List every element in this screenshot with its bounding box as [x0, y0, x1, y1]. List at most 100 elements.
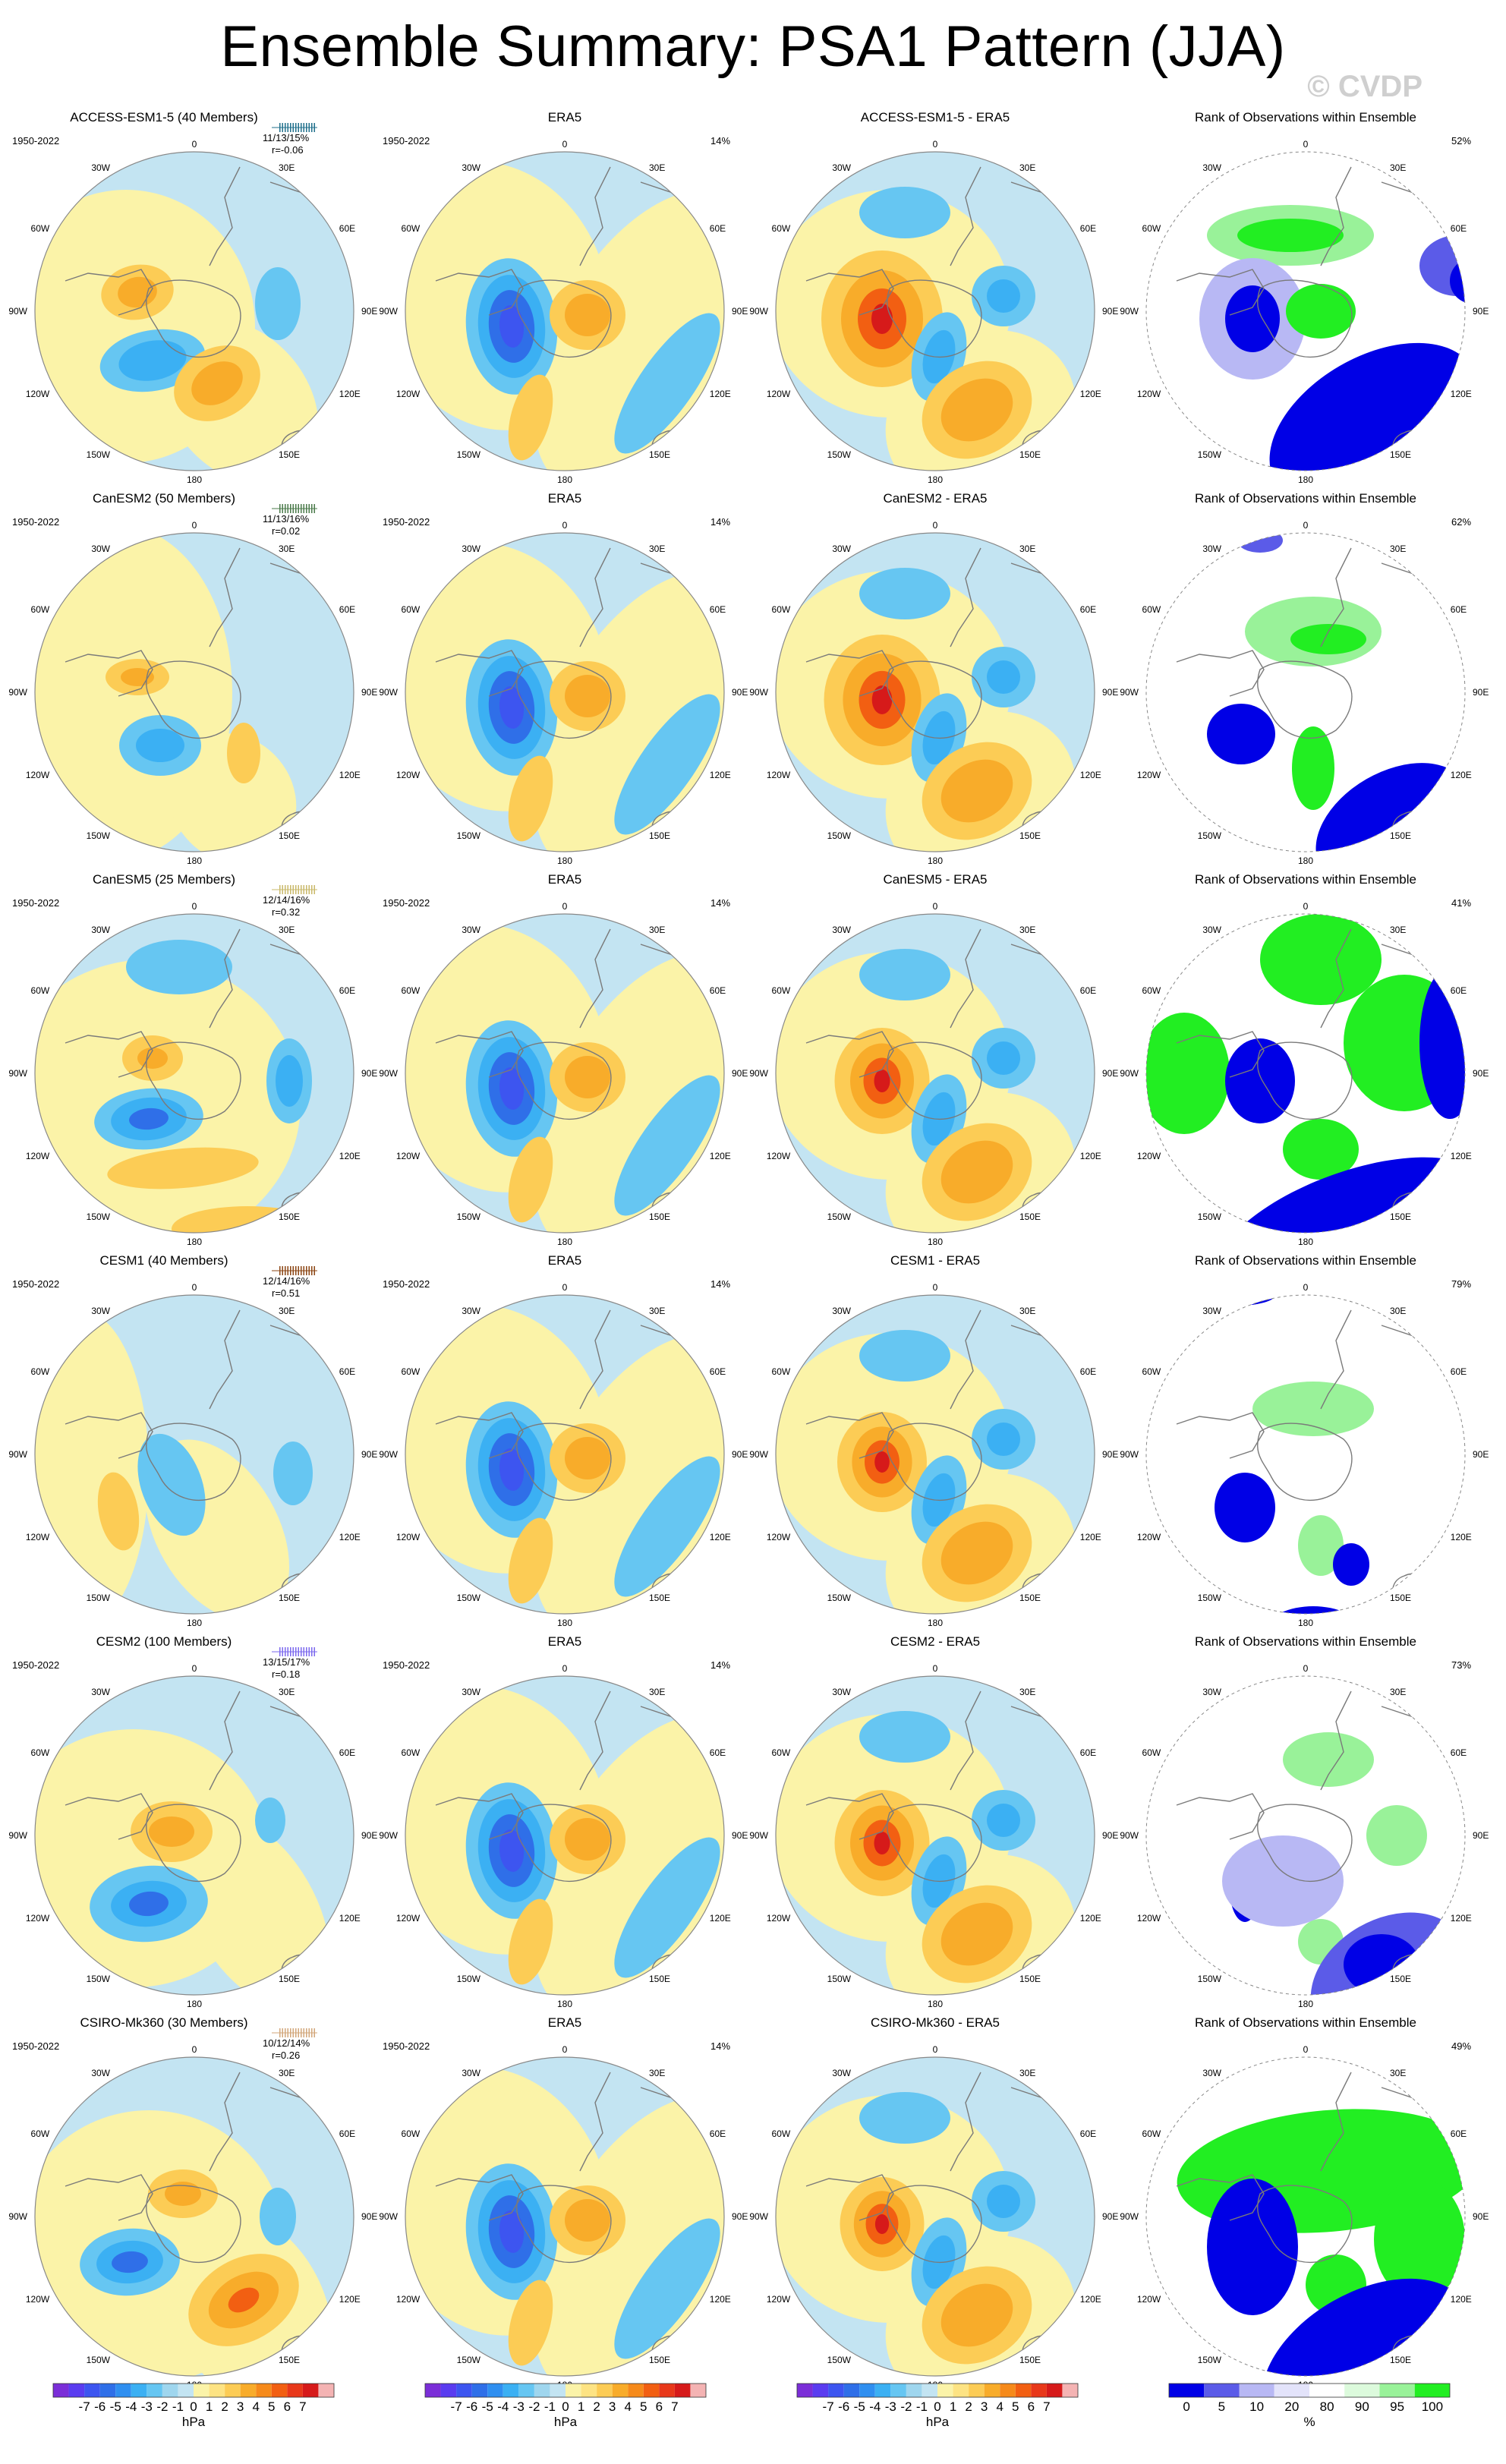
lon-label-west: 120W [767, 1532, 791, 1542]
pct-variance-range: 11/13/15% [263, 132, 310, 143]
lon-label-east: 90E [361, 687, 377, 698]
rank-map: 0 180 30E 30W 60E 60W 90E 90W 120E 120W 150E 150W Ra… [1120, 491, 1489, 866]
colorbar-tick-label: -2 [528, 2399, 540, 2414]
lon-label-west: 60W [31, 1366, 50, 1377]
contour-region [508, 1136, 553, 1223]
lon-label-top: 0 [562, 520, 568, 531]
lon-label-west: 90W [379, 1449, 398, 1460]
colorbar-swatch [456, 2384, 472, 2397]
colorbar-tick-label: 6 [284, 2399, 291, 2414]
map-boundary [1145, 913, 1466, 1234]
colorbar-swatch [906, 2384, 922, 2397]
lon-label-west: 150W [87, 1974, 111, 1984]
lon-label-top: 0 [933, 901, 938, 912]
pct-variance-range: 13/15/17% [263, 1656, 310, 1668]
colorbar-tick-label: -2 [900, 2399, 912, 2414]
colorbar-swatch [984, 2384, 1000, 2397]
lon-label-east: 90E [1102, 1068, 1118, 1079]
colorbar-tick-label: 7 [1043, 2399, 1050, 2414]
lon-label-west: 60W [772, 604, 791, 615]
contour-region [940, 1521, 1013, 1585]
colorbar-swatch [194, 2384, 210, 2397]
contour-region [97, 1472, 140, 1551]
lon-label-bottom: 180 [557, 1999, 572, 2009]
lon-label-west: 90W [749, 687, 768, 698]
map-boundary [775, 151, 1095, 471]
map-boundary [34, 1675, 354, 1996]
obs-pct-variance: 14% [710, 1659, 730, 1671]
colorbar-units: hPa [926, 2415, 950, 2429]
diff-map: 0 180 30E 30W 60E 60W 90E 90W 120E 120W 150E 150W Ca… [749, 491, 1118, 866]
lon-label-top: 0 [1303, 520, 1309, 531]
lon-label-west: 60W [31, 2128, 50, 2139]
colorbar-swatch [1344, 2384, 1380, 2397]
lon-label-west: 60W [31, 985, 50, 996]
contour-region [1450, 258, 1465, 304]
lon-label-west: 150W [87, 2355, 111, 2365]
spread-bar [272, 123, 317, 132]
colorbar-rank: 0 5 10 20 80 90 95 100% [1168, 2383, 1451, 2437]
lon-label-west: 150W [827, 1212, 852, 1222]
lon-label-east: 60E [339, 223, 355, 234]
lon-label-top: 0 [562, 2044, 568, 2055]
colorbar-swatch [84, 2384, 100, 2397]
lon-label-bottom: 180 [928, 1237, 943, 1247]
lon-label-west: 60W [772, 1747, 791, 1758]
lon-label-west: 30W [832, 544, 851, 554]
pct-variance-range: 11/13/16% [263, 513, 310, 525]
contour-region [565, 1437, 610, 1479]
contour-region [165, 2182, 201, 2206]
model-map: 0 180 30E 30W 60E 60W 90E 90W 120E 120W 150E 150W Ca… [8, 872, 377, 1247]
lon-label-west: 60W [1142, 223, 1161, 234]
obs-panel: 0 180 30E 30W 60E 60W 90E 90W 120E 120W 150E 150W ER… [376, 106, 753, 486]
contour-region [168, 733, 297, 852]
contour-region [1207, 2179, 1298, 2315]
diff-title: CanESM5 - ERA5 [884, 872, 988, 887]
lon-label-west: 30W [91, 1306, 110, 1316]
lon-label-east: 150E [1019, 1974, 1041, 1984]
rank-title: Rank of Observations within Ensemble [1195, 1253, 1416, 1268]
obs-title: ERA5 [548, 872, 581, 887]
lon-label-east: 60E [710, 604, 726, 615]
colorbar-tick-label: 2 [965, 2399, 972, 2414]
colorbar-tick-label: 4 [252, 2399, 259, 2414]
rank-panel: 018030E30W60E60W90E90W120E120W150E150WRa… [1117, 2012, 1494, 2391]
colorbar-units: hPa [182, 2415, 206, 2429]
contour-region [118, 276, 157, 308]
lon-label-west: 150W [457, 830, 481, 841]
lon-label-west: 120W [26, 770, 50, 780]
lon-label-east: 120E [1080, 2294, 1101, 2305]
lon-label-west: 60W [402, 1747, 421, 1758]
map-boundary [405, 1675, 725, 1996]
lon-label-west: 30W [91, 925, 110, 935]
colorbar-swatch [612, 2384, 629, 2397]
lon-label-east: 120E [339, 1151, 361, 1161]
contour-region [228, 2287, 260, 2313]
lon-label-west: 150W [1198, 830, 1222, 841]
contour-region [191, 361, 243, 405]
model-map: 018030E30W60E60W90E90W120E120W150E150WCS… [8, 2015, 377, 2390]
lon-label-west: 120W [396, 1913, 421, 1924]
lon-label-west: 60W [1142, 1747, 1161, 1758]
lon-label-west: 60W [772, 223, 791, 234]
colorbar-swatch [550, 2384, 566, 2397]
model-panel: 0 180 30E 30W 60E 60W 90E 90W 120E 120W 150E 150W AC… [6, 106, 383, 486]
lon-label-east: 120E [1451, 1151, 1472, 1161]
contour-region [874, 1451, 890, 1473]
colorbar-obs: -7 -6 -5 -4 -3 -2 -1 0 1 2 3 4 5 6 7 hPa [424, 2383, 707, 2437]
lon-label-east: 90E [732, 2211, 748, 2222]
rank-title: Rank of Observations within Ensemble [1195, 872, 1416, 887]
contour-region [499, 1067, 525, 1110]
pattern-correlation: r=0.18 [272, 1668, 300, 1680]
colorbar-tick-label: 4 [996, 2399, 1003, 2414]
lon-label-west: 60W [31, 223, 50, 234]
colorbar-swatch [1239, 2384, 1274, 2397]
obs-map: 0 180 30E 30W 60E 60W 90E 90W 120E 120W 150E 150W ER… [379, 110, 748, 485]
contour-region [565, 294, 610, 336]
lon-label-east: 60E [1080, 604, 1096, 615]
spread-bar [272, 2028, 317, 2037]
contour-region [129, 1108, 169, 1130]
contour-region [129, 1891, 169, 1917]
contour-region [871, 304, 893, 334]
